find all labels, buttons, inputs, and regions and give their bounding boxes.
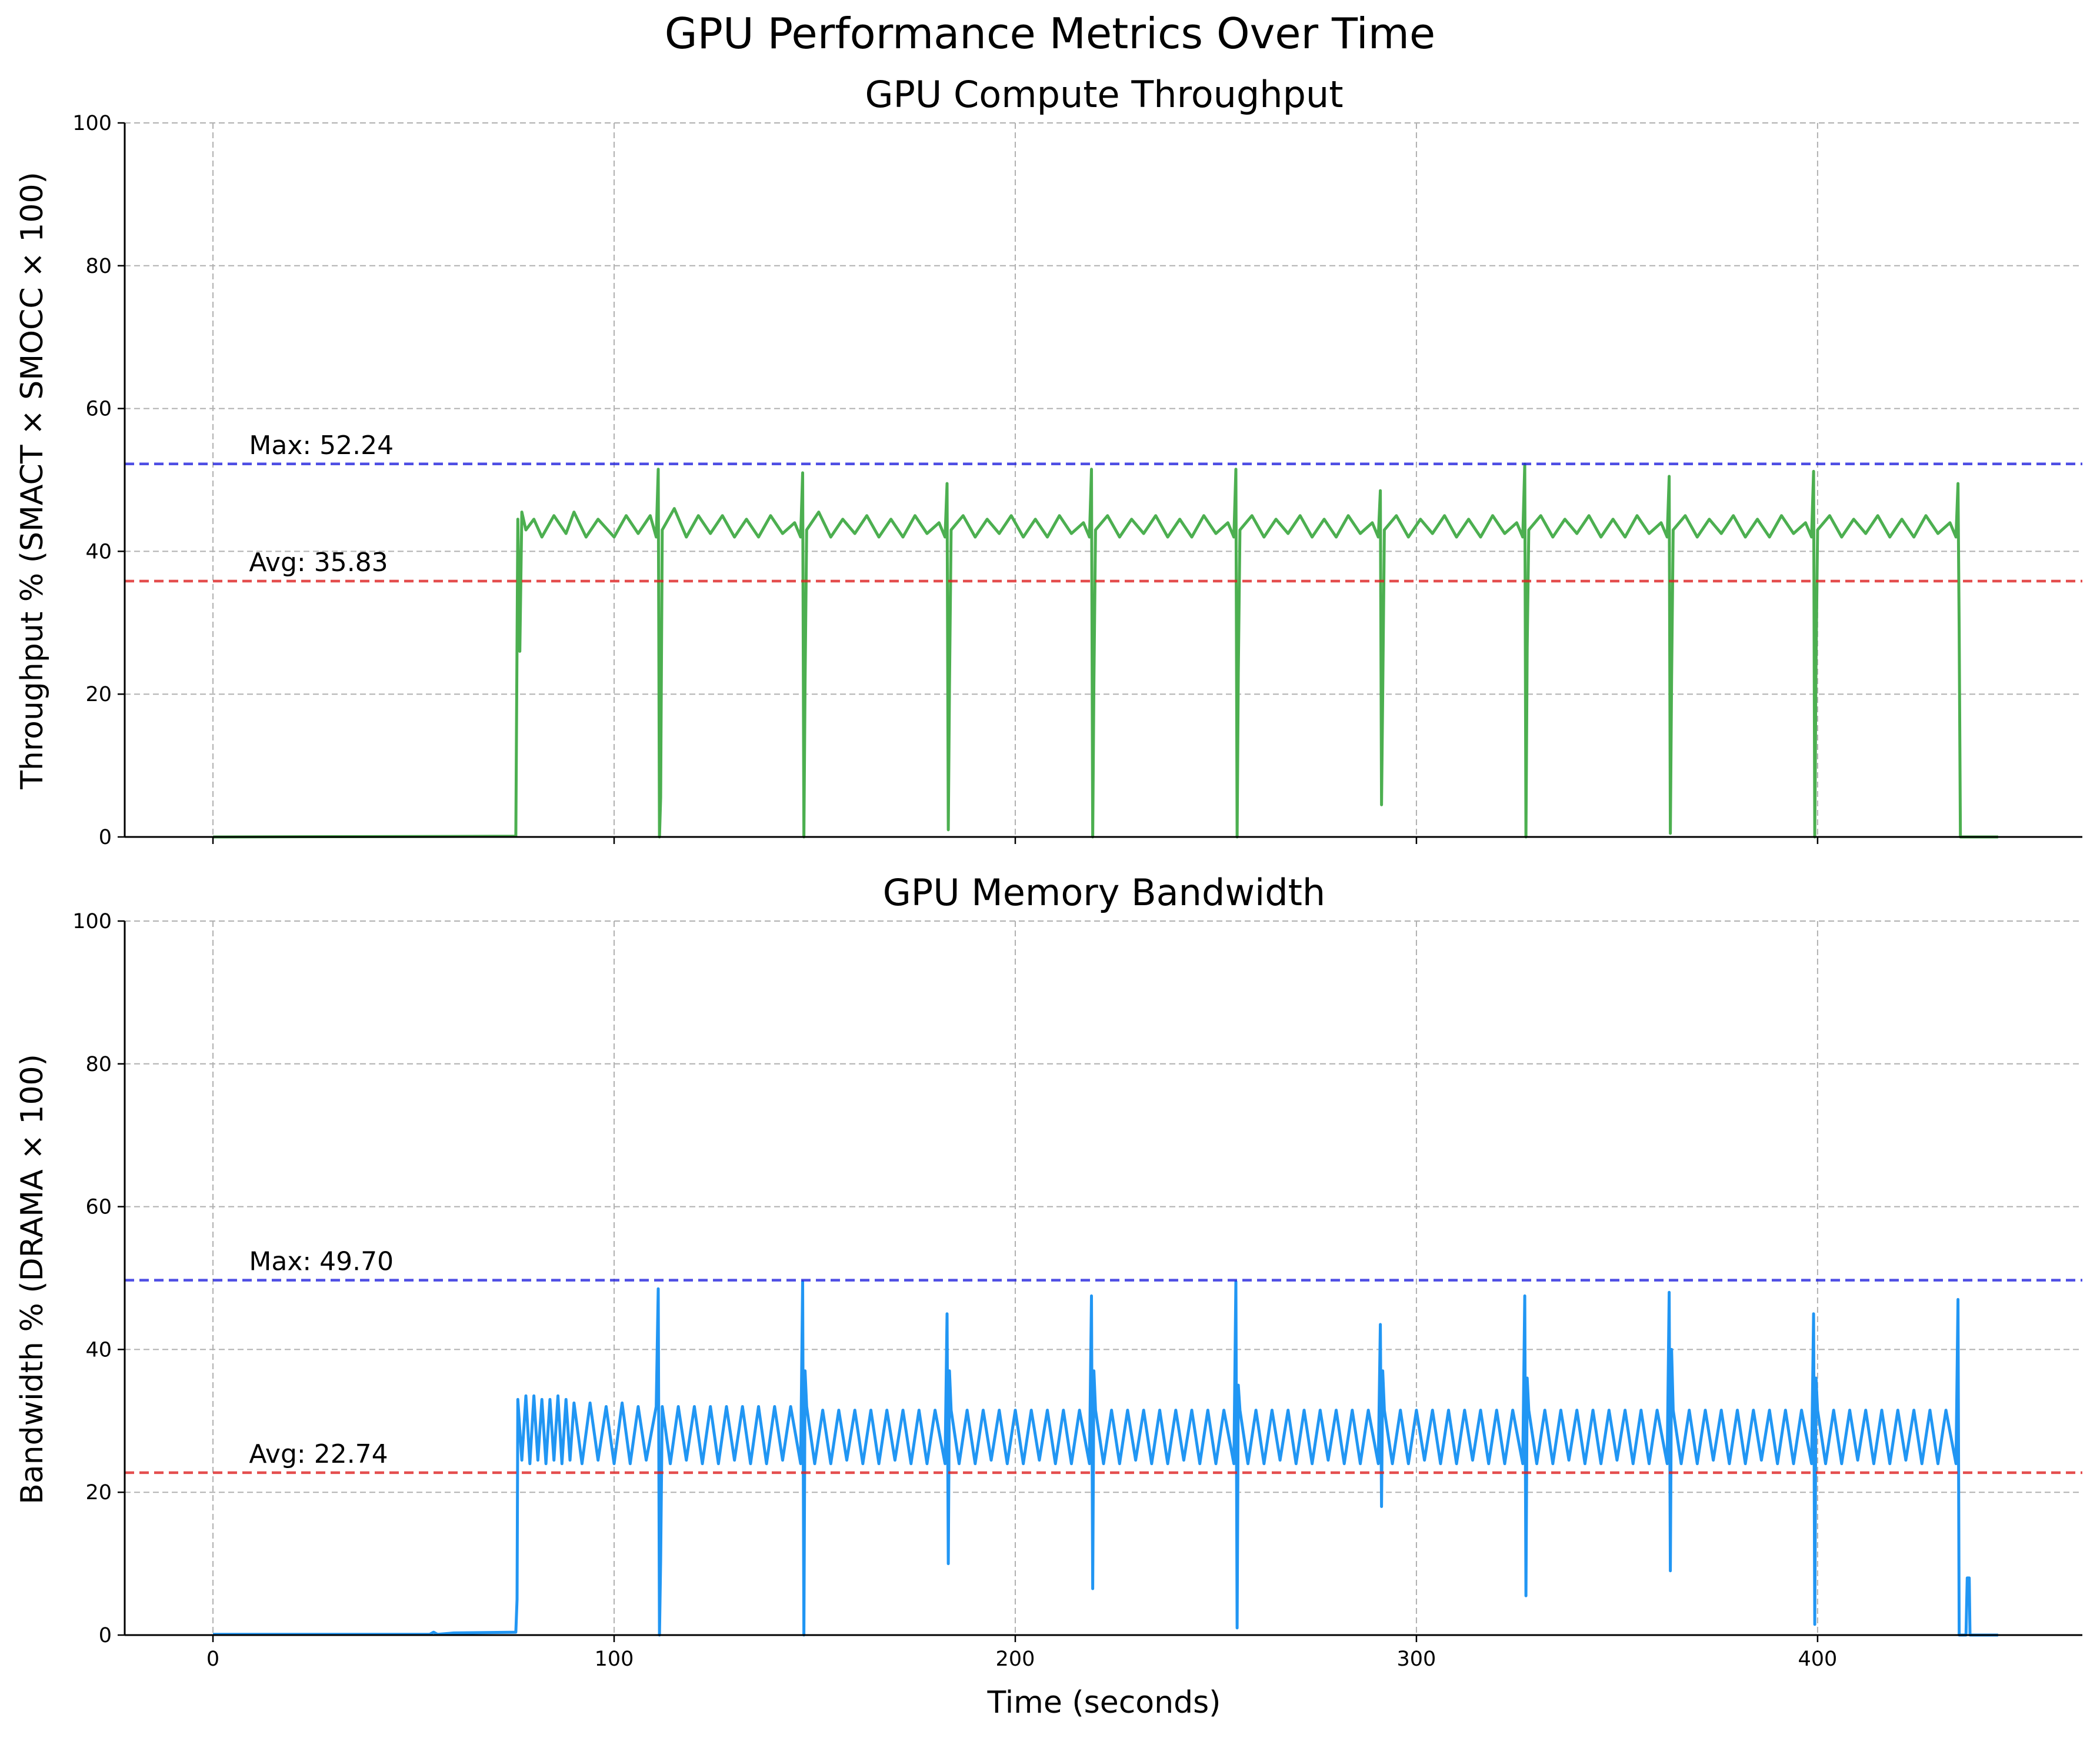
memory-bandwidth-max-annotation: Max: 49.70 [249,1247,394,1277]
memory-bandwidth-xtick-label: 400 [1798,1647,1837,1671]
memory-bandwidth-ytick-label: 100 [72,910,112,933]
memory-bandwidth-xlabel: Time (seconds) [987,1685,1221,1720]
memory-bandwidth-avg-annotation: Avg: 22.74 [249,1439,388,1469]
compute-throughput-ytick-label: 40 [85,540,112,563]
compute-throughput-ytick-label: 80 [85,255,112,278]
compute-throughput-ytick-label: 0 [99,826,112,849]
memory-bandwidth-title: GPU Memory Bandwidth [883,871,1325,914]
compute-throughput-avg-annotation: Avg: 35.83 [249,548,388,578]
memory-bandwidth-ytick-label: 20 [85,1481,112,1505]
compute-throughput-max-annotation: Max: 52.24 [249,431,394,461]
memory-bandwidth-panel: GPU Memory Bandwidth Bandwidth % (DRAMA … [15,871,2082,1720]
memory-bandwidth-series-line [213,1280,1998,1637]
memory-bandwidth-xtick-label: 0 [206,1647,219,1671]
memory-bandwidth-ytick-label: 0 [99,1624,112,1647]
compute-throughput-panel: GPU Compute Throughput Throughput % (SMA… [15,73,2082,849]
compute-throughput-ylabel: Throughput % (SMACT × SMOCC × 100) [15,172,50,790]
memory-bandwidth-xtick-label: 200 [996,1647,1035,1671]
compute-throughput-ytick-label: 100 [72,112,112,135]
figure-suptitle: GPU Performance Metrics Over Time [665,9,1435,58]
memory-bandwidth-ytick-label: 40 [85,1338,112,1362]
memory-bandwidth-ylabel: Bandwidth % (DRAMA × 100) [15,1054,50,1505]
memory-bandwidth-ytick-label: 80 [85,1053,112,1076]
compute-throughput-ytick-label: 20 [85,683,112,706]
memory-bandwidth-ytick-label: 60 [85,1196,112,1219]
compute-throughput-title: GPU Compute Throughput [865,73,1343,116]
compute-throughput-ytick-label: 60 [85,398,112,421]
memory-bandwidth-xtick-label: 300 [1397,1647,1436,1671]
memory-bandwidth-xtick-label: 100 [595,1647,634,1671]
